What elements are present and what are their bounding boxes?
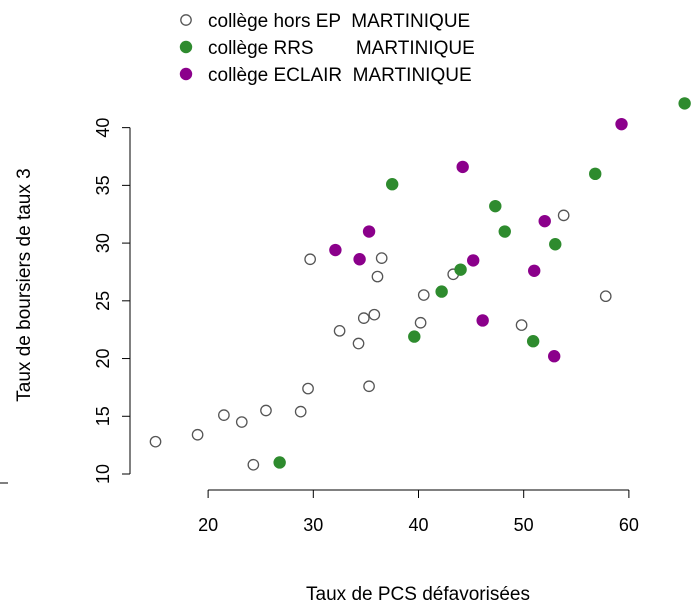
data-point xyxy=(352,337,365,350)
y-tick-label: 20 xyxy=(93,349,113,369)
data-point xyxy=(362,225,376,238)
data-point xyxy=(235,416,248,428)
axes: 20 30 40 50 60 10 15 20 25 30 35 40 xyxy=(0,118,639,535)
data-point xyxy=(549,238,562,251)
data-point xyxy=(615,117,628,131)
data-point xyxy=(678,97,691,110)
data-point xyxy=(528,264,541,277)
y-axis-label: Taux de boursiers de taux 3 xyxy=(14,168,35,401)
data-point xyxy=(526,335,540,348)
series-2 xyxy=(273,97,691,469)
data-point xyxy=(489,199,502,213)
data-point xyxy=(454,263,467,276)
data-point xyxy=(273,456,286,469)
data-point xyxy=(247,458,260,471)
data-point xyxy=(333,324,346,337)
data-point xyxy=(302,382,314,395)
data-point xyxy=(417,289,430,301)
y-tick-label: 10 xyxy=(93,464,113,484)
series-1 xyxy=(149,209,612,471)
data-point xyxy=(435,285,448,298)
data-point xyxy=(260,404,272,417)
x-axis-label: Taux de PCS défavorisées xyxy=(306,584,530,605)
y-tick-label: 25 xyxy=(93,291,113,311)
x-tick-label: 40 xyxy=(408,515,428,535)
legend-marker xyxy=(179,67,193,81)
x-tick-label: 50 xyxy=(514,515,534,535)
data-point xyxy=(304,253,317,266)
data-point xyxy=(557,209,570,222)
data-point xyxy=(456,160,469,174)
data-point xyxy=(218,409,230,421)
data-point xyxy=(547,350,561,363)
legend-label: collège ECLAIR MARTINIQUE xyxy=(208,65,472,86)
data-point xyxy=(368,308,381,321)
legend-label: collège RRS MARTINIQUE xyxy=(208,38,475,59)
x-tick-label: 60 xyxy=(619,515,639,535)
data-point xyxy=(386,178,399,191)
data-point xyxy=(149,435,162,448)
data-points xyxy=(149,97,691,471)
data-point xyxy=(515,319,528,331)
data-point xyxy=(599,290,612,303)
data-point xyxy=(353,253,366,266)
y-tick-label: 35 xyxy=(93,175,113,195)
data-point xyxy=(589,167,602,181)
data-point xyxy=(375,252,388,264)
y-tick-label: 15 xyxy=(93,406,113,426)
series-3 xyxy=(329,117,628,363)
y-tick-label: 30 xyxy=(93,233,113,253)
data-point xyxy=(476,314,489,327)
legend: collège hors EP MARTINIQUE collège RRS MA… xyxy=(179,11,475,86)
legend-marker xyxy=(180,14,192,26)
data-point xyxy=(191,428,204,441)
y-tick-label: 40 xyxy=(93,118,113,138)
data-point xyxy=(363,380,375,393)
legend-label: collège hors EP MARTINIQUE xyxy=(208,11,470,32)
data-point xyxy=(408,330,421,343)
data-point xyxy=(538,214,551,228)
data-point xyxy=(467,254,480,267)
data-point xyxy=(357,312,370,324)
x-tick-label: 30 xyxy=(303,515,323,535)
data-point xyxy=(371,270,384,283)
data-point xyxy=(498,225,511,238)
data-point xyxy=(414,316,427,329)
data-point xyxy=(294,405,307,418)
x-tick-label: 20 xyxy=(198,515,218,535)
legend-marker xyxy=(179,40,193,54)
data-point xyxy=(329,243,342,257)
